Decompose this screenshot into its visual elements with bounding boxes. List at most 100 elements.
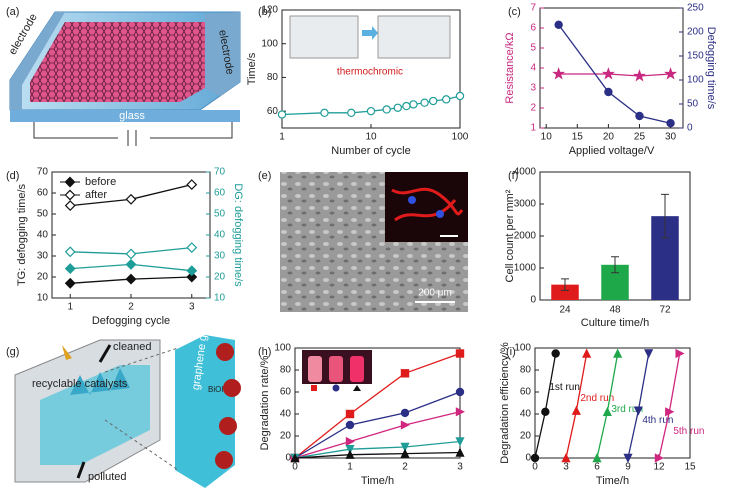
data-point: [601, 67, 615, 80]
series-line: [534, 353, 557, 459]
data-point: [366, 106, 376, 116]
data-point: [455, 407, 465, 417]
x-tick-label: 15: [684, 462, 696, 473]
wire: [150, 122, 233, 139]
data-point: [561, 453, 571, 463]
series-label: 2nd run: [580, 393, 614, 404]
data-point: [455, 349, 465, 358]
plot-frame: [294, 347, 461, 459]
label: glass: [119, 110, 145, 122]
legend-label: after: [85, 189, 107, 201]
y-tick-label: 3000: [514, 199, 537, 210]
data-point: [554, 20, 563, 29]
y-tick-label: 0: [525, 453, 531, 464]
panel-e: 200 μm: [280, 172, 468, 312]
scale-bar-label: 200 μm: [418, 288, 452, 299]
x-tick-label: 20: [603, 132, 615, 143]
series-line: [294, 451, 461, 459]
x-tick-label: 30: [665, 132, 677, 143]
y2-tick-label: 40: [214, 230, 226, 241]
y-axis-label: Cell count per mm²: [504, 189, 516, 282]
electrode-left: [10, 12, 65, 110]
y-tick-label: 6: [530, 23, 536, 34]
data-point: [400, 369, 410, 378]
y2-tick-label: 20: [214, 272, 226, 283]
y-axis-label: Degradation efficiency/%: [499, 342, 511, 464]
x-tick-label: 2: [402, 462, 408, 473]
y-tick-label: 60: [280, 387, 292, 398]
y-axis-label: Degradation rate/%: [259, 355, 271, 450]
x-tick-label: 72: [659, 305, 671, 316]
water: [40, 365, 150, 465]
data-point: [400, 442, 410, 452]
y-tick-label: 100: [514, 343, 531, 354]
data-point: [345, 445, 355, 455]
x-tick-label: 6: [594, 462, 600, 473]
x-tick-label: 3: [563, 462, 569, 473]
x-tick-label: 24: [559, 305, 571, 316]
y2-axis-label: DG: defogging time/s: [232, 183, 244, 287]
y-tick-label: 20: [37, 272, 49, 283]
x-tick-label: 0: [532, 462, 538, 473]
data-point: [290, 453, 300, 463]
y-tick-label: 5: [530, 43, 536, 54]
label: recyclable catalysts: [32, 378, 128, 390]
data-point: [345, 420, 355, 430]
y-tick-label: 0: [285, 453, 291, 464]
data-point: [455, 437, 465, 447]
series-label: 1st run: [549, 382, 580, 393]
data-point: [632, 69, 646, 82]
data-point: [64, 277, 76, 289]
series-line: [658, 353, 681, 459]
y-tick-label: 20: [280, 431, 292, 442]
x-tick-label: 3: [457, 462, 463, 473]
y-tick-label: 100: [274, 343, 291, 354]
y-tick-label: 1: [530, 123, 536, 134]
series-line: [294, 391, 461, 459]
y-tick-label: 60: [267, 106, 279, 117]
data-point: [277, 110, 287, 119]
x-axis-label: Time/h: [596, 475, 629, 487]
y2-tick-label: 100: [687, 75, 704, 86]
data-point: [125, 273, 137, 285]
data-point: [604, 87, 613, 97]
y2-tick-label: 250: [687, 3, 704, 14]
y-tick-label: 60: [37, 188, 49, 199]
data-point: [186, 265, 198, 277]
data-point: [571, 405, 581, 415]
x-tick-label: 0: [292, 462, 298, 473]
panel-a: electrode electrode glass: [7, 11, 241, 146]
data-point: [186, 271, 198, 283]
data-point: [400, 420, 410, 430]
y-tick-label: 40: [37, 230, 49, 241]
error-bar: [611, 256, 619, 274]
error-bar: [661, 193, 669, 239]
x-tick-label: 1: [279, 132, 285, 143]
y-axis-label: Resistance/kΩ: [504, 32, 516, 103]
x-axis-label: Time/h: [361, 475, 394, 487]
y-tick-label: 10: [37, 293, 49, 304]
x-tick-label: 3: [189, 302, 195, 313]
x-axis-label: Defogging cycle: [92, 315, 170, 327]
y-tick-label: 80: [280, 365, 292, 376]
x-tick-label: 10: [365, 132, 377, 143]
data-point: [393, 103, 402, 112]
data-point: [320, 108, 329, 118]
data-point: [541, 407, 550, 416]
y-tick-label: 100: [261, 38, 278, 49]
y-tick-label: 30: [37, 251, 49, 262]
panel-label: (i): [506, 346, 516, 358]
data-point: [592, 453, 602, 463]
y2-tick-label: 50: [687, 99, 699, 110]
catalysts: [70, 368, 130, 395]
data-point: [402, 101, 411, 111]
panel-label: (h): [258, 346, 271, 358]
graphene-lattice: [30, 22, 215, 102]
y-tick-label: 4000: [514, 167, 537, 178]
data-point: [64, 263, 76, 275]
x-tick-label: 12: [653, 462, 665, 473]
x-axis-label: Culture time/h: [581, 317, 649, 329]
fluorescence-inset: [385, 172, 468, 242]
y-tick-label: 60: [520, 387, 532, 398]
